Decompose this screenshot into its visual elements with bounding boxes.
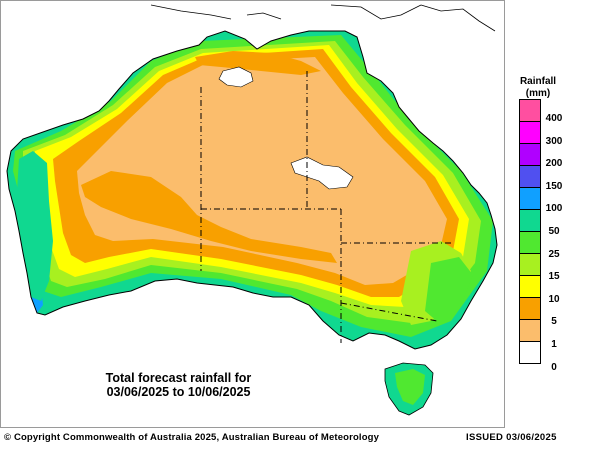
band-15-25-se xyxy=(425,257,473,323)
legend-color-bar xyxy=(519,99,541,364)
legend-label: 100 xyxy=(545,203,563,215)
legend-label: 200 xyxy=(545,158,563,170)
island-png-east xyxy=(420,4,496,32)
legend-swatch xyxy=(519,341,541,364)
legend-label: 25 xyxy=(548,248,560,260)
legend-swatch xyxy=(519,231,541,254)
island-timor xyxy=(246,12,282,20)
rainfall-map xyxy=(0,0,505,428)
legend-label: 400 xyxy=(545,113,563,124)
caption-line-2: 03/06/2025 to 10/06/2025 xyxy=(106,385,251,399)
legend-swatch xyxy=(519,99,541,122)
issued-date: ISSUED 03/06/2025 xyxy=(466,432,557,443)
legend-swatch xyxy=(519,209,541,232)
legend-swatch xyxy=(519,275,541,298)
band-25-50-sw xyxy=(17,151,53,301)
legend-swatch xyxy=(519,319,541,342)
state-borders xyxy=(200,71,453,343)
legend-label: 0 xyxy=(551,361,557,373)
legend-label: 300 xyxy=(545,135,563,147)
legend-swatch xyxy=(519,165,541,188)
legend-label: 1 xyxy=(551,339,557,350)
legend-label: 150 xyxy=(545,180,563,192)
legend-title-line-1: Rainfall xyxy=(519,76,557,87)
legend-swatch xyxy=(519,121,541,144)
band-1-5-inner xyxy=(81,171,337,263)
copyright-text: © Copyright Commonwealth of Australia 20… xyxy=(4,432,380,443)
island-png xyxy=(330,4,422,20)
legend-title-line-2: (mm) xyxy=(525,88,551,99)
legend-swatch xyxy=(519,187,541,210)
border-nsw-vic xyxy=(340,302,438,322)
legend-label: 5 xyxy=(551,316,557,328)
legend-swatch xyxy=(519,253,541,276)
legend-label: 15 xyxy=(548,271,560,283)
australia-rainfall-map-graphic xyxy=(6,4,498,416)
legend-label: 50 xyxy=(548,226,560,237)
tasmania-inner xyxy=(395,369,425,405)
lake-west xyxy=(218,66,254,88)
band-1-5-north xyxy=(195,51,321,75)
legend-swatch xyxy=(519,143,541,166)
forecast-caption: Total forecast rainfall for 03/06/2025 t… xyxy=(76,371,281,399)
legend-swatch xyxy=(519,297,541,320)
legend-title: Rainfall (mm) xyxy=(510,76,566,100)
caption-line-1: Total forecast rainfall for xyxy=(105,371,252,385)
northern-islands xyxy=(150,4,496,32)
island-indonesia xyxy=(150,4,232,20)
rainfall-bands xyxy=(7,31,497,349)
legend-label: 10 xyxy=(548,293,560,305)
